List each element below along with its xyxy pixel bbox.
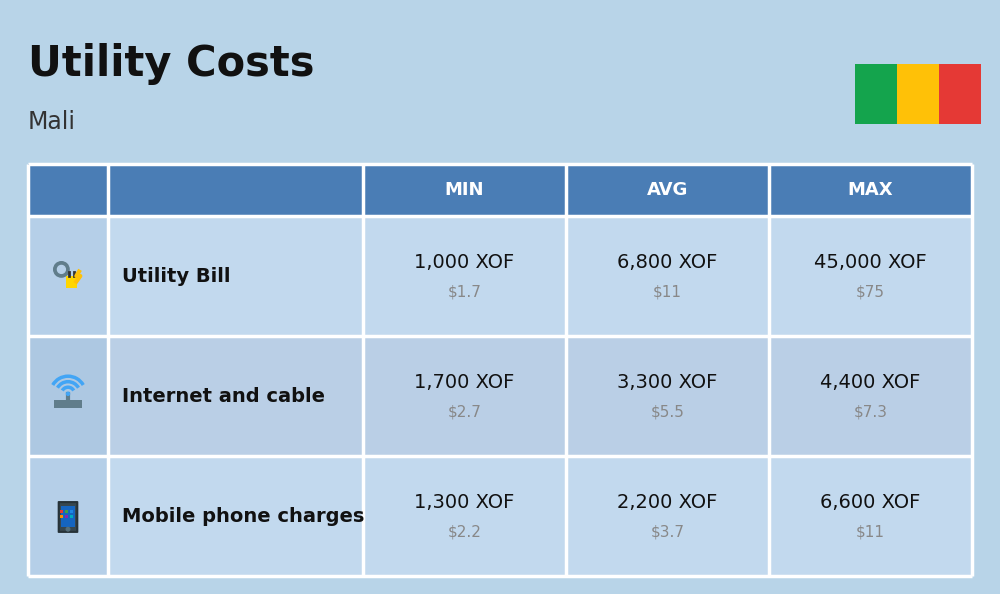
Text: 6,600 XOF: 6,600 XOF (820, 492, 921, 511)
Text: $2.7: $2.7 (448, 405, 481, 419)
Circle shape (57, 266, 65, 273)
Bar (939, 64, 981, 124)
Bar (70, 515, 73, 518)
Text: $3.7: $3.7 (650, 525, 684, 539)
Text: 6,800 XOF: 6,800 XOF (617, 252, 718, 271)
Text: 45,000 XOF: 45,000 XOF (814, 252, 927, 271)
Bar (65, 515, 68, 518)
Bar (60, 510, 63, 513)
Bar (61, 505, 75, 526)
Bar (60, 515, 63, 518)
Bar (108, 216, 972, 336)
Text: Utility Costs: Utility Costs (28, 43, 314, 85)
Text: MAX: MAX (848, 181, 893, 199)
Bar (28, 164, 972, 216)
Text: Utility Bill: Utility Bill (122, 267, 230, 286)
Bar (65, 510, 68, 513)
Bar (28, 456, 108, 576)
Bar (60, 515, 63, 518)
Circle shape (66, 527, 70, 531)
FancyBboxPatch shape (59, 502, 77, 532)
Text: Mobile phone charges: Mobile phone charges (122, 507, 364, 526)
Text: $7.3: $7.3 (854, 405, 888, 419)
Bar (108, 456, 972, 576)
Bar (70, 510, 73, 513)
Text: $75: $75 (856, 285, 885, 299)
Bar (855, 64, 897, 124)
Circle shape (66, 392, 70, 396)
Text: $2.2: $2.2 (448, 525, 481, 539)
Bar (897, 64, 939, 124)
Bar (60, 510, 63, 513)
Text: $11: $11 (653, 285, 682, 299)
Text: 2,200 XOF: 2,200 XOF (617, 492, 718, 511)
Text: $1.7: $1.7 (448, 285, 481, 299)
Text: Internet and cable: Internet and cable (122, 387, 325, 406)
Bar (70, 510, 73, 513)
Bar (28, 336, 108, 456)
Bar (65, 515, 68, 518)
Bar (108, 336, 972, 456)
Text: Mali: Mali (28, 110, 76, 134)
Bar (70, 515, 73, 518)
Text: $5.5: $5.5 (651, 405, 684, 419)
Text: 3,300 XOF: 3,300 XOF (617, 372, 718, 391)
Bar (65, 510, 68, 513)
Circle shape (54, 262, 69, 277)
Text: 4,400 XOF: 4,400 XOF (820, 372, 921, 391)
Text: 1,000 XOF: 1,000 XOF (414, 252, 515, 271)
Text: AVG: AVG (647, 181, 688, 199)
Bar (28, 216, 108, 336)
Bar (54, 400, 82, 408)
Text: 1,300 XOF: 1,300 XOF (414, 492, 515, 511)
Text: $11: $11 (856, 525, 885, 539)
Text: 1,700 XOF: 1,700 XOF (414, 372, 515, 391)
Text: MIN: MIN (445, 181, 484, 199)
Bar (66, 276, 77, 288)
